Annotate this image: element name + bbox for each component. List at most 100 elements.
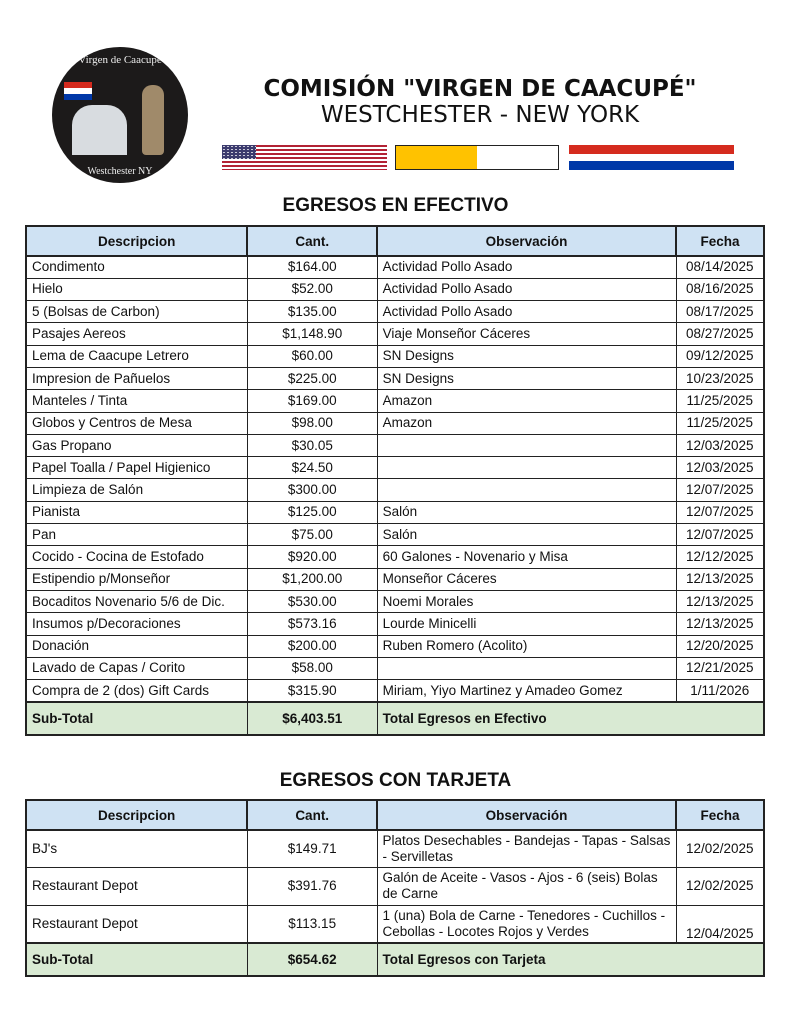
table-row: Bocaditos Novenario 5/6 de Dic. $530.00 No… <box>25 589 765 614</box>
amount-cell: $52.00 <box>246 277 378 302</box>
table-row: Cocido - Cocina de Estofado $920.00 60 Gal… <box>25 545 765 569</box>
table-row: Insumos p/Decoraciones $573.16 Lourde Mini… <box>25 612 765 636</box>
description-cell: Limpieza de Salón <box>25 478 248 502</box>
amount-cell: $98.00 <box>246 411 378 435</box>
date-cell: 12/07/2025 <box>675 500 765 525</box>
date-cell: 12/03/2025 <box>675 456 765 480</box>
date-cell: 11/25/2025 <box>675 389 765 413</box>
subtotal-row: Sub-Total $654.62 Total Egresos con Tarj… <box>25 941 765 977</box>
date-cell: 08/17/2025 <box>675 300 765 324</box>
description-cell: Donación <box>25 634 248 658</box>
column-header: Fecha <box>675 225 765 257</box>
description-cell: Hielo <box>25 277 248 302</box>
observation-cell <box>376 456 677 480</box>
observation-cell: Galón de Aceite - Vasos - Ajos - 6 (seis… <box>376 867 677 906</box>
logo-bottom-text: Westchester NY <box>87 166 153 177</box>
subtotal-row: Sub-Total $6,403.51 Total Egresos en Efe… <box>25 700 765 736</box>
paraguay-flag <box>569 145 734 170</box>
description-cell: Impresion de Pañuelos <box>25 366 248 391</box>
date-cell: 08/16/2025 <box>675 277 765 302</box>
table-row: Pianista $125.00 Salón 12/07/2025 <box>25 500 765 525</box>
amount-cell: $24.50 <box>246 456 378 480</box>
logo-flag <box>64 82 92 100</box>
table-row: Papel Toalla / Papel Higienico $24.50 12/0… <box>25 456 765 480</box>
column-header: Observación <box>376 225 678 257</box>
amount-cell: $530.00 <box>246 589 378 614</box>
observation-cell: Salón <box>376 500 677 525</box>
column-header: Cant. <box>246 799 379 831</box>
amount-cell: $149.71 <box>246 829 378 868</box>
table-row: Manteles / Tinta $169.00 Amazon 11/25/2025 <box>25 389 765 413</box>
column-header: Cant. <box>246 225 379 257</box>
description-cell: Compra de 2 (dos) Gift Cards <box>25 679 248 703</box>
amount-cell: $125.00 <box>246 500 378 525</box>
amount-cell: $135.00 <box>246 300 378 324</box>
table-row: Pasajes Aereos $1,148.90 Viaje Monseñor Cá… <box>25 322 765 346</box>
date-cell: 12/07/2025 <box>675 478 765 502</box>
amount-cell: $113.15 <box>246 904 378 943</box>
description-cell: BJ's <box>25 829 248 868</box>
table-row: Restaurant Depot $113.15 1 (una) Bola de C… <box>25 904 765 943</box>
observation-cell: Actividad Pollo Asado <box>376 255 677 279</box>
observation-cell: Noemi Morales <box>376 589 677 614</box>
description-cell: Pan <box>25 523 248 547</box>
table-row: BJ's $149.71 Platos Desechables - Bandejas… <box>25 829 765 868</box>
table-row: Donación $200.00 Ruben Romero (Acolito) 12/… <box>25 634 765 658</box>
logo-top-text: Virgen de Caacupe <box>78 54 162 66</box>
subtotal-amount: $654.62 <box>246 941 378 977</box>
amount-cell: $200.00 <box>246 634 378 658</box>
observation-cell: Amazon <box>376 389 677 413</box>
table-row: Impresion de Pañuelos $225.00 SN Designs 10… <box>25 366 765 391</box>
table-row: Lavado de Capas / Corito $58.00 12/21/2025 <box>25 656 765 681</box>
observation-cell: SN Designs <box>376 344 677 368</box>
description-cell: Restaurant Depot <box>25 867 248 906</box>
us-flag <box>222 145 387 170</box>
observation-cell: Actividad Pollo Asado <box>376 300 677 324</box>
description-cell: Condimento <box>25 255 248 279</box>
description-cell: Restaurant Depot <box>25 904 248 943</box>
amount-cell: $225.00 <box>246 366 378 391</box>
logo-church <box>72 105 127 155</box>
amount-cell: $300.00 <box>246 478 378 502</box>
observation-cell: 60 Galones - Novenario y Misa <box>376 545 677 569</box>
date-cell: 12/03/2025 <box>675 433 765 458</box>
observation-cell <box>376 478 677 502</box>
date-cell: 12/13/2025 <box>675 567 765 591</box>
column-header: Observación <box>376 799 678 831</box>
amount-cell: $920.00 <box>246 545 378 569</box>
table-row: Globos y Centros de Mesa $98.00 Amazon 11/2… <box>25 411 765 435</box>
description-cell: 5 (Bolsas de Carbon) <box>25 300 248 324</box>
observation-cell: Actividad Pollo Asado <box>376 277 677 302</box>
description-cell: Pianista <box>25 500 248 525</box>
observation-cell: Ruben Romero (Acolito) <box>376 634 677 658</box>
subtotal-note: Total Egresos con Tarjeta <box>376 941 765 977</box>
date-cell: 10/23/2025 <box>675 366 765 391</box>
logo-virgin <box>142 85 164 155</box>
observation-cell: Platos Desechables - Bandejas - Tapas - … <box>376 829 677 868</box>
date-cell: 08/14/2025 <box>675 255 765 279</box>
page-subtitle: WESTCHESTER - NEW YORK <box>320 102 640 128</box>
subtotal-amount: $6,403.51 <box>246 700 378 736</box>
date-cell: 12/12/2025 <box>675 545 765 569</box>
subtotal-label: Sub-Total <box>25 941 248 977</box>
vatican-flag <box>395 145 559 170</box>
amount-cell: $58.00 <box>246 656 378 681</box>
column-header: Descripcion <box>24 799 249 831</box>
observation-cell <box>376 433 677 458</box>
column-header: Descripcion <box>24 225 249 257</box>
date-cell: 1/11/2026 <box>675 679 765 703</box>
table-row: Restaurant Depot $391.76 Galón de Aceite -… <box>25 867 765 906</box>
date-cell: 11/25/2025 <box>675 411 765 435</box>
table-row: Gas Propano $30.05 12/03/2025 <box>25 433 765 458</box>
subtotal-label: Sub-Total <box>25 700 248 736</box>
observation-cell: Salón <box>376 523 677 547</box>
amount-cell: $315.90 <box>246 679 378 703</box>
subtotal-note: Total Egresos en Efectivo <box>376 700 765 736</box>
description-cell: Lema de Caacupe Letrero <box>25 344 248 368</box>
card-section-title: EGRESOS CON TARJETA <box>279 770 512 791</box>
observation-cell: Viaje Monseñor Cáceres <box>376 322 677 346</box>
date-cell: 12/02/2025 <box>675 867 765 906</box>
table-row: Compra de 2 (dos) Gift Cards $315.90 Miria… <box>25 679 765 703</box>
date-cell: 12/20/2025 <box>675 634 765 658</box>
description-cell: Lavado de Capas / Corito <box>25 656 248 681</box>
